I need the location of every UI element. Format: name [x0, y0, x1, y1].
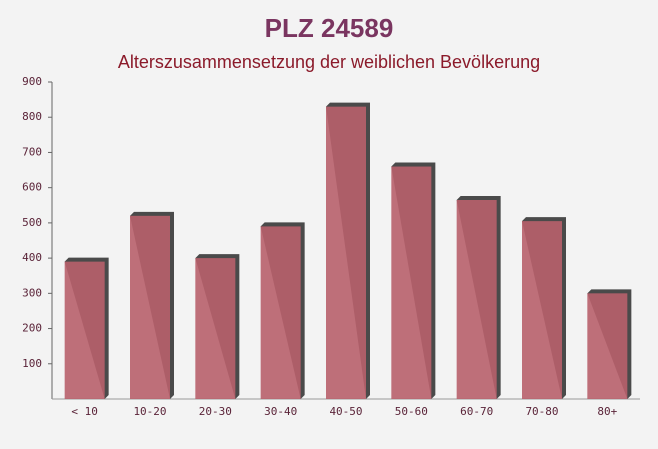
- x-tick-label: 40-50: [329, 405, 362, 418]
- y-tick-label: 700: [22, 145, 42, 158]
- x-tick-label: 80+: [597, 405, 617, 418]
- chart-subtitle: Alterszusammensetzung der weiblichen Bev…: [118, 52, 540, 72]
- bar: [522, 221, 562, 399]
- chart-title: PLZ 24589: [265, 13, 394, 43]
- bar: [130, 215, 170, 399]
- bar: [587, 293, 628, 399]
- y-tick-label: 800: [22, 110, 42, 123]
- bar: [64, 261, 105, 399]
- bar: [391, 166, 432, 399]
- bar: [260, 226, 301, 399]
- x-tick-label: 70-80: [525, 405, 558, 418]
- bar: [195, 258, 236, 399]
- y-tick-label: 100: [22, 357, 42, 370]
- y-tick-label: 600: [22, 181, 42, 194]
- x-tick-label: 10-20: [133, 405, 166, 418]
- y-tick-label: 400: [22, 251, 42, 264]
- x-tick-label: 50-60: [395, 405, 428, 418]
- y-tick-label: 500: [22, 216, 42, 229]
- y-tick-label: 900: [22, 75, 42, 88]
- bar: [456, 199, 497, 399]
- x-tick-label: 30-40: [264, 405, 297, 418]
- y-tick-label: 200: [22, 322, 42, 335]
- bar: [326, 106, 366, 400]
- x-tick-label: 20-30: [199, 405, 232, 418]
- y-tick-label: 300: [22, 286, 42, 299]
- x-tick-label: 60-70: [460, 405, 493, 418]
- x-tick-label: < 10: [71, 405, 98, 418]
